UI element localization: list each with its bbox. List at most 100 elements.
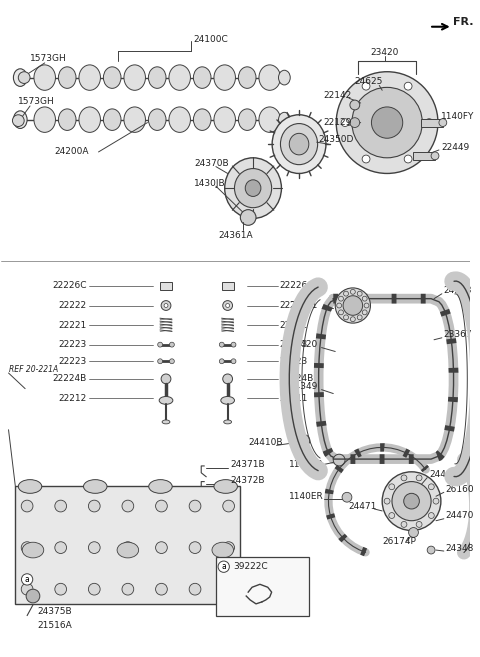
Circle shape xyxy=(416,475,422,481)
Text: 24348: 24348 xyxy=(444,286,472,296)
Text: 26174P: 26174P xyxy=(382,537,416,546)
Text: 22449: 22449 xyxy=(441,143,469,152)
Ellipse shape xyxy=(235,169,272,208)
Bar xyxy=(216,557,309,616)
Circle shape xyxy=(401,475,407,481)
Bar xyxy=(421,119,443,127)
Circle shape xyxy=(158,359,163,364)
Text: 22212: 22212 xyxy=(59,394,87,403)
Text: 24470: 24470 xyxy=(446,511,474,520)
Circle shape xyxy=(26,589,40,603)
Ellipse shape xyxy=(162,420,170,424)
Circle shape xyxy=(392,482,431,521)
Ellipse shape xyxy=(149,480,172,493)
Text: 22221: 22221 xyxy=(279,321,308,330)
Ellipse shape xyxy=(193,109,211,130)
Ellipse shape xyxy=(214,480,238,493)
Circle shape xyxy=(350,317,355,322)
Circle shape xyxy=(425,119,433,127)
Ellipse shape xyxy=(148,109,166,130)
Text: 24370B: 24370B xyxy=(194,159,229,168)
Text: 22223: 22223 xyxy=(279,340,308,349)
Text: 1573GH: 1573GH xyxy=(30,53,67,62)
Ellipse shape xyxy=(159,396,173,404)
Circle shape xyxy=(55,500,67,512)
Ellipse shape xyxy=(245,180,261,196)
Text: 24461: 24461 xyxy=(429,470,457,479)
Text: 22129: 22129 xyxy=(324,118,352,127)
Ellipse shape xyxy=(225,158,281,218)
Ellipse shape xyxy=(169,65,191,90)
Circle shape xyxy=(12,115,24,127)
Text: 23420: 23420 xyxy=(371,48,399,57)
Ellipse shape xyxy=(212,542,233,558)
Text: 24372B: 24372B xyxy=(230,476,265,485)
Circle shape xyxy=(223,500,235,512)
Text: REF 20-221A: REF 20-221A xyxy=(9,365,58,374)
Text: 22221: 22221 xyxy=(59,321,87,330)
Text: 22142: 22142 xyxy=(324,91,352,100)
Text: 22211: 22211 xyxy=(279,394,308,403)
Circle shape xyxy=(189,500,201,512)
Circle shape xyxy=(362,82,370,90)
Circle shape xyxy=(231,359,236,364)
Circle shape xyxy=(88,583,100,595)
Circle shape xyxy=(298,435,310,446)
Ellipse shape xyxy=(272,115,326,173)
Polygon shape xyxy=(382,89,392,106)
Circle shape xyxy=(55,583,67,595)
Ellipse shape xyxy=(103,109,121,130)
Text: 22224B: 22224B xyxy=(279,374,314,384)
Circle shape xyxy=(240,210,256,225)
Circle shape xyxy=(338,296,343,301)
Circle shape xyxy=(223,374,232,384)
Circle shape xyxy=(338,310,343,315)
Ellipse shape xyxy=(214,107,236,132)
Text: 24375B: 24375B xyxy=(37,607,72,616)
Ellipse shape xyxy=(124,65,145,90)
Text: 24350D: 24350D xyxy=(319,135,354,144)
Text: 1140ER: 1140ER xyxy=(289,491,324,501)
Circle shape xyxy=(364,303,369,308)
Text: 23367: 23367 xyxy=(444,330,472,340)
Polygon shape xyxy=(353,118,371,127)
Circle shape xyxy=(169,342,174,347)
Bar xyxy=(15,486,240,604)
Circle shape xyxy=(357,315,362,320)
Circle shape xyxy=(122,500,134,512)
Circle shape xyxy=(428,512,434,518)
Ellipse shape xyxy=(59,109,76,130)
Circle shape xyxy=(372,107,403,138)
Circle shape xyxy=(18,72,30,83)
Text: 22223: 22223 xyxy=(59,357,87,366)
Text: 22222: 22222 xyxy=(59,301,87,310)
Text: 39222C: 39222C xyxy=(233,562,268,571)
Text: 24471: 24471 xyxy=(348,501,376,510)
Circle shape xyxy=(219,359,224,364)
Text: 24100C: 24100C xyxy=(193,35,228,44)
Circle shape xyxy=(189,583,201,595)
Text: 24410B: 24410B xyxy=(248,438,283,447)
Circle shape xyxy=(21,583,33,595)
Circle shape xyxy=(439,119,447,127)
Ellipse shape xyxy=(18,480,42,493)
Circle shape xyxy=(408,528,419,537)
Ellipse shape xyxy=(13,69,27,86)
Circle shape xyxy=(404,493,420,509)
Circle shape xyxy=(164,304,168,307)
Circle shape xyxy=(362,155,370,163)
Circle shape xyxy=(350,100,360,110)
Text: FR.: FR. xyxy=(453,17,473,27)
Circle shape xyxy=(382,472,441,530)
Bar xyxy=(222,282,233,290)
Ellipse shape xyxy=(193,67,211,88)
Circle shape xyxy=(389,512,395,518)
Circle shape xyxy=(344,315,348,320)
Polygon shape xyxy=(382,139,392,156)
Text: 21516A: 21516A xyxy=(37,621,72,630)
Circle shape xyxy=(156,500,168,512)
Circle shape xyxy=(156,542,168,553)
Circle shape xyxy=(223,542,235,553)
Circle shape xyxy=(416,522,422,528)
Circle shape xyxy=(427,546,435,554)
